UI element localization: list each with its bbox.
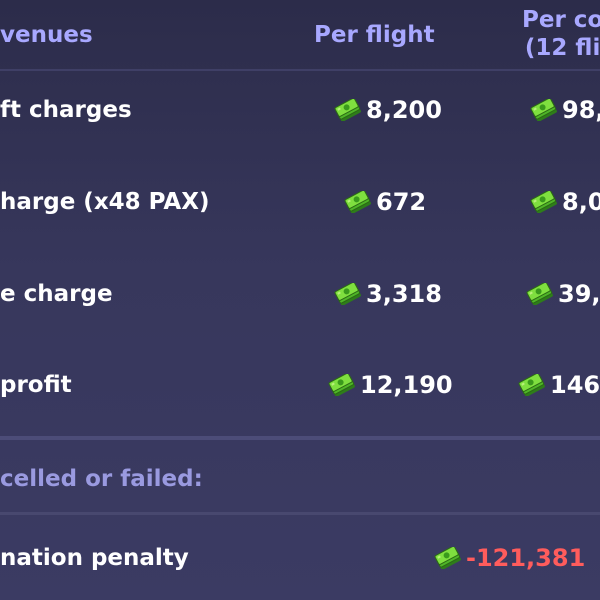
per-flight-value: 8,200 xyxy=(366,96,442,124)
row-per-contract-service-charge: 39, xyxy=(526,280,600,308)
cash-stack-icon xyxy=(334,283,362,305)
row-label-service-charge: e charge xyxy=(0,281,113,307)
per-contract-value: 98, xyxy=(562,96,600,124)
per-flight-value: 12,190 xyxy=(360,371,453,399)
per-contract-value: 8,0 xyxy=(562,188,600,216)
per-contract-header-line1: Per co xyxy=(522,7,600,33)
row-per-flight-aircraft-charges: 8,200 xyxy=(334,96,442,124)
cash-stack-icon xyxy=(518,374,546,396)
section-divider xyxy=(0,436,600,440)
cancelled-section-divider xyxy=(0,512,600,515)
row-label-aircraft-charges: ft charges xyxy=(0,97,132,123)
row-label-profit: profit xyxy=(0,372,72,398)
cancelled-section-title: celled or failed: xyxy=(0,466,203,492)
cash-stack-icon xyxy=(344,191,372,213)
cash-stack-icon xyxy=(328,374,356,396)
row-label-passenger-charge: harge (x48 PAX) xyxy=(0,189,210,215)
per-contract-value: 146, xyxy=(550,371,600,399)
cash-stack-icon xyxy=(334,99,362,121)
cash-stack-icon xyxy=(530,191,558,213)
cash-stack-icon xyxy=(434,547,462,569)
per-flight-header: Per flight xyxy=(314,22,435,48)
row-per-contract-passenger-charge: 8,0 xyxy=(530,188,600,216)
row-per-flight-passenger-charge: 672 xyxy=(344,188,426,216)
row-per-flight-profit: 12,190 xyxy=(328,371,453,399)
row-per-contract-aircraft-charges: 98, xyxy=(530,96,600,124)
row-label-cancellation-penalty: nation penalty xyxy=(0,545,189,571)
row-per-contract-profit: 146, xyxy=(518,371,600,399)
cancellation-penalty-amount: -121,381 xyxy=(434,544,585,572)
header-divider xyxy=(0,69,600,71)
revenues-header: venues xyxy=(0,22,93,48)
per-flight-value: 672 xyxy=(376,188,427,216)
cash-stack-icon xyxy=(526,283,554,305)
per-flight-value: 3,318 xyxy=(366,280,442,308)
penalty-value: -121,381 xyxy=(466,544,586,572)
cash-stack-icon xyxy=(530,99,558,121)
per-contract-value: 39, xyxy=(558,280,600,308)
per-contract-header-line2: (12 fli xyxy=(524,35,600,61)
per-contract-header: Per co (12 fli xyxy=(522,6,600,62)
row-per-flight-service-charge: 3,318 xyxy=(334,280,442,308)
